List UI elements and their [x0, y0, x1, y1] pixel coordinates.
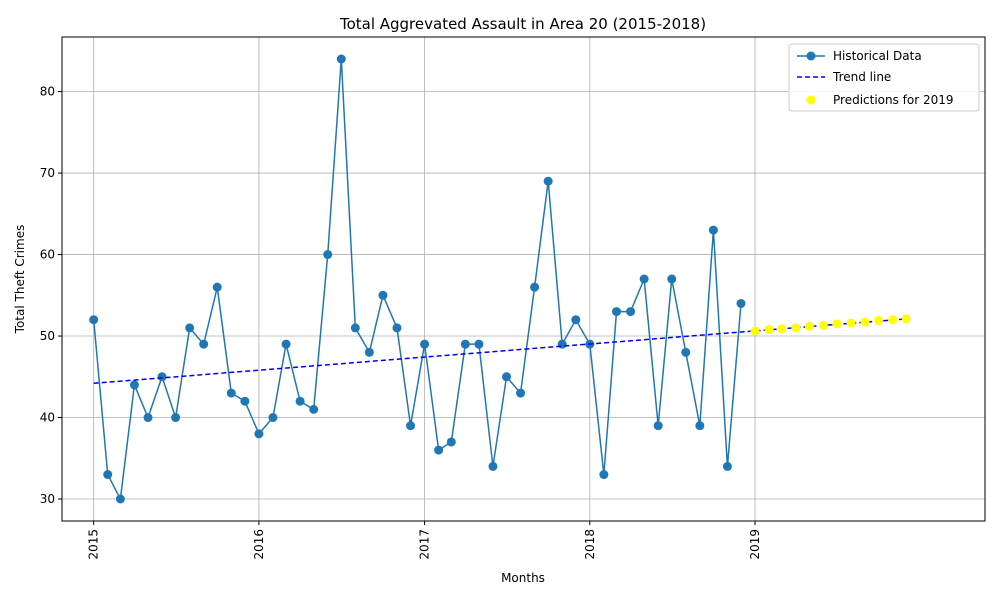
historical-data-point [571, 315, 581, 325]
prediction-point [846, 318, 856, 328]
y-tick-label: 50 [40, 329, 55, 343]
historical-data-point [240, 396, 250, 406]
prediction-point [888, 315, 898, 325]
axis-ticks: 2015 2016 2017 2018 2019 30 40 50 60 70 80 [40, 85, 762, 560]
historical-data-point [736, 298, 746, 308]
historical-data-point [653, 421, 663, 431]
y-tick-label: 60 [40, 248, 55, 262]
historical-data-point [129, 380, 139, 390]
grid [62, 37, 985, 521]
historical-data-point [309, 404, 319, 414]
historical-data-point [350, 323, 360, 333]
prediction-point [791, 323, 801, 333]
prediction-point [750, 326, 760, 336]
x-tick-label: 2016 [252, 529, 266, 560]
historical-data-point [460, 339, 470, 349]
y-axis-label: Total Theft Crimes [13, 225, 27, 335]
historical-data-point [474, 339, 484, 349]
historical-data-point [378, 290, 388, 300]
legend-label-historical: Historical Data [833, 49, 922, 63]
historical-data-point [171, 413, 181, 423]
prediction-point [901, 314, 911, 324]
x-tick-label: 2015 [87, 529, 101, 560]
historical-data-point [157, 372, 167, 382]
historical-data-point [185, 323, 195, 333]
historical-data-point [612, 307, 622, 317]
legend-box [788, 43, 980, 112]
historical-data-point [434, 445, 444, 455]
legend-label-prediction: Predictions for 2019 [833, 93, 954, 107]
historical-data-point [446, 437, 456, 447]
x-tick-label: 2019 [748, 529, 762, 560]
y-tick-label: 70 [40, 166, 55, 180]
y-tick-label: 80 [40, 85, 55, 99]
historical-data-point [295, 396, 305, 406]
plot-series [89, 54, 911, 504]
historical-data-point [667, 274, 677, 284]
historical-data-point [226, 388, 236, 398]
x-axis-label: Months [501, 571, 545, 585]
plot-frame [61, 36, 986, 522]
prediction-point [804, 321, 814, 331]
historical-data-point [488, 461, 498, 471]
historical-data-point [681, 347, 691, 357]
historical-data-point [336, 54, 346, 64]
historical-data-point [639, 274, 649, 284]
prediction-point [764, 325, 774, 335]
historical-data-point [115, 494, 125, 504]
historical-data-point [103, 470, 113, 480]
chart-title: Total Aggrevated Assault in Area 20 (201… [339, 15, 706, 33]
legend-label-trend: Trend line [832, 70, 891, 84]
historical-data-point [502, 372, 512, 382]
legend-historical-marker [806, 51, 816, 61]
historical-data-point [599, 470, 609, 480]
legend-prediction-marker [806, 95, 816, 105]
historical-data-point [420, 339, 430, 349]
historical-data-point [281, 339, 291, 349]
prediction-point [860, 317, 870, 327]
prediction-point [777, 324, 787, 334]
historical-data-point [364, 347, 374, 357]
legend: Historical Data Trend line Predictions f… [788, 43, 980, 112]
historical-data-point [530, 282, 540, 292]
historical-data-point [268, 413, 278, 423]
y-tick-label: 30 [40, 492, 55, 506]
x-tick-label: 2017 [418, 529, 432, 560]
historical-data-point [722, 461, 732, 471]
historical-data-point [543, 176, 553, 186]
prediction-point [818, 320, 828, 330]
historical-data-point [143, 413, 153, 423]
historical-data-point [254, 429, 264, 439]
historical-data-point [323, 250, 333, 260]
historical-data-point [406, 421, 416, 431]
prediction-point [874, 316, 884, 326]
historical-data-point [516, 388, 526, 398]
y-tick-label: 40 [40, 411, 55, 425]
prediction-point [832, 319, 842, 329]
historical-data-point [708, 225, 718, 235]
historical-data-point [199, 339, 209, 349]
x-tick-label: 2018 [583, 529, 597, 560]
historical-data-point [392, 323, 402, 333]
historical-data-point [212, 282, 222, 292]
historical-data-point [557, 339, 567, 349]
historical-data-point [89, 315, 99, 325]
historical-data-point [626, 307, 636, 317]
historical-data-point [695, 421, 705, 431]
